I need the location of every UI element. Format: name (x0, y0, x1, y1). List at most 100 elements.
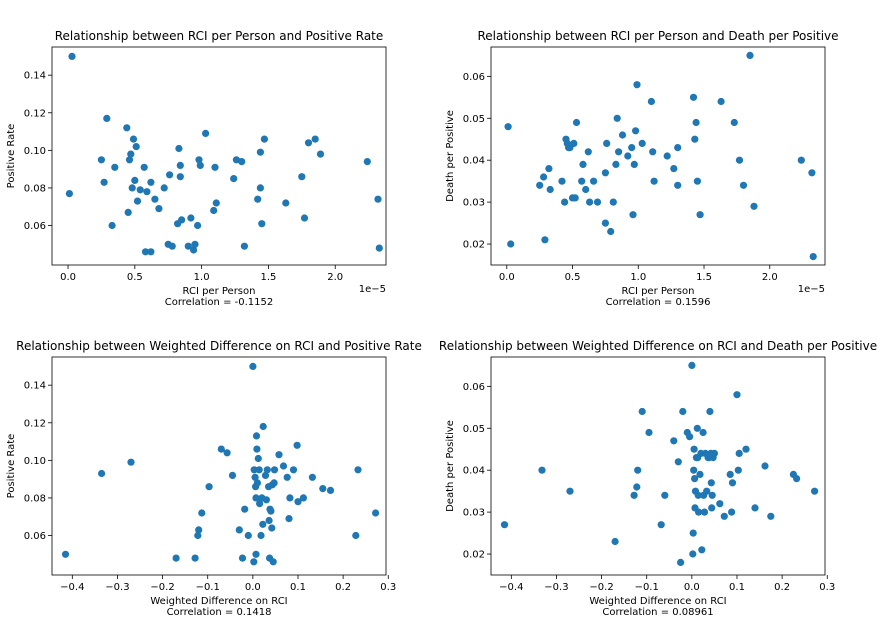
scatter-point (196, 161, 204, 169)
scatter-point (172, 554, 180, 562)
scatter-point (147, 248, 155, 256)
scatter-point (132, 143, 140, 151)
scatter-point (127, 458, 135, 466)
scatter-point (670, 165, 678, 173)
y-axis-label: Death per Positive (445, 420, 456, 512)
scatter-point (187, 214, 195, 222)
scatter-point (111, 163, 119, 171)
scatter-point (311, 135, 319, 143)
scatter-point (129, 135, 138, 143)
scatter-point (578, 177, 586, 185)
scatter-point (593, 198, 602, 206)
scatter-point (698, 546, 706, 554)
scatter-point (558, 177, 566, 185)
scatter-point (211, 163, 219, 171)
scatter-point (638, 407, 646, 416)
scatter-point (354, 466, 362, 474)
scatter-point (630, 491, 638, 499)
x-tick-label: 2.0 (762, 272, 778, 283)
scatter-point (259, 520, 267, 528)
scatter-point (633, 81, 641, 89)
scatter-point (679, 407, 687, 416)
x-tick-label: 0.5 (127, 272, 143, 283)
scatter-point (68, 52, 76, 61)
scatter-point (536, 181, 544, 189)
x-offset-label: 1e−5 (359, 284, 386, 295)
scatter-point (688, 361, 696, 369)
scatter-point (198, 509, 206, 517)
x-tick-label: 0.5 (565, 272, 581, 283)
scatter-point (256, 184, 264, 192)
scatter-point (661, 491, 669, 499)
scatter-point (572, 118, 581, 127)
scatter-point (65, 190, 73, 198)
scatter-point (282, 199, 290, 207)
scatter-point (657, 521, 665, 529)
scatter-point (728, 508, 736, 516)
y-tick-label: 0.05 (463, 114, 485, 125)
scatter-point (700, 508, 709, 516)
scatter-point (124, 208, 132, 216)
scatter-point (127, 150, 135, 158)
scatter-point (250, 466, 258, 474)
x-offset-label: 1e−5 (798, 284, 825, 295)
scatter-point (372, 509, 380, 517)
scatter-point (128, 184, 136, 192)
scatter-point (168, 242, 176, 250)
scatter-point (690, 466, 698, 474)
y-tick-label: 0.08 (24, 493, 46, 504)
scatter-point (618, 131, 627, 139)
x-axis-label: RCI per Person (622, 286, 695, 297)
scatter-point (254, 454, 262, 463)
scatter-point (98, 469, 106, 478)
scatter-point (261, 471, 270, 479)
scatter-point (259, 422, 267, 431)
scatter-point (649, 148, 657, 156)
scatter-point (212, 199, 220, 207)
scatter-point (751, 504, 759, 512)
axes-frame (490, 46, 826, 266)
y-tick-label: 0.06 (463, 72, 485, 83)
y-tick-label: 0.14 (24, 71, 46, 82)
x-tick-label: 1.5 (260, 272, 276, 283)
x-tick-label: −0.2 (589, 582, 613, 593)
x-tick-label: 0.2 (774, 582, 790, 593)
scatter-point (728, 479, 737, 487)
scatter-point (612, 160, 620, 168)
scatter-point (507, 240, 515, 248)
scatter-point (286, 494, 294, 502)
scatter-point (708, 504, 716, 512)
scatter-point (613, 114, 621, 122)
scatter-point (689, 529, 697, 537)
scatter-point (686, 433, 694, 441)
scatter-point (692, 118, 700, 127)
x-tick-label: −0.4 (499, 582, 523, 593)
scatter-point (674, 181, 682, 189)
scatter-point (143, 188, 151, 196)
y-tick-label: 0.06 (463, 382, 485, 393)
scatter-point (250, 558, 258, 566)
y-tick-label: 0.12 (24, 108, 46, 119)
scatter-point (241, 505, 249, 513)
y-axis-label: Death per Positive (445, 110, 456, 202)
x-tick-label: −0.1 (196, 582, 220, 593)
y-tick-label: 0.12 (24, 418, 46, 429)
scatter-point (571, 194, 579, 202)
x-axis-label: RCI per Person (183, 286, 256, 297)
x-tick-label: 0.3 (380, 582, 396, 593)
x-axis-label: Weighted Difference on RCI (150, 596, 287, 607)
scatter-point (590, 177, 598, 185)
scatter-point (256, 148, 264, 156)
scatter-point (108, 221, 116, 230)
scatter-point (699, 428, 707, 437)
scatter-point (607, 227, 615, 236)
scatter-point (326, 486, 335, 494)
scatter-point (601, 219, 610, 227)
x-tick-label: −0.1 (635, 582, 659, 593)
scatter-point (540, 173, 548, 181)
scatter-point (689, 550, 697, 558)
scatter-point (693, 424, 701, 432)
scatter-point (251, 473, 259, 481)
scatter-point (299, 494, 307, 502)
